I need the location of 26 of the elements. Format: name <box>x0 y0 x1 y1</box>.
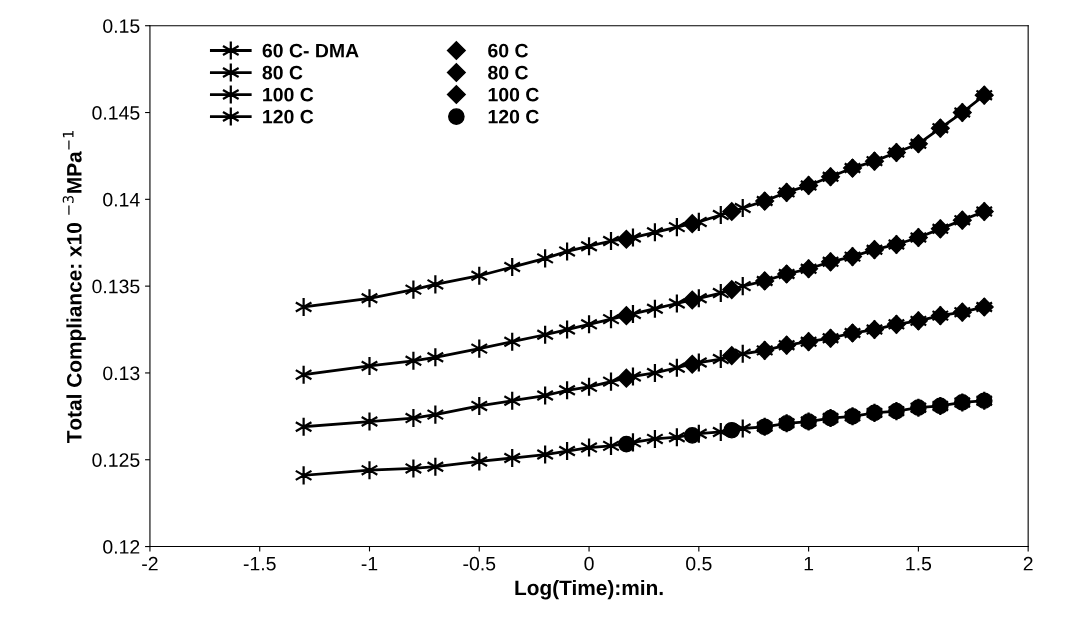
legend-label: 120 C <box>263 109 314 124</box>
y-tick-label: 0.13 <box>103 366 140 381</box>
x-tick-label: -0.5 <box>463 556 496 571</box>
x-tick-label: -1.5 <box>243 556 276 571</box>
x-tick-label: -2 <box>142 556 158 571</box>
legend-label: 100 C <box>488 87 539 102</box>
x-tick-label: 0 <box>584 556 594 571</box>
legend-label: 60 C- DMA <box>262 43 359 58</box>
y-tick-label: 0.15 <box>103 19 140 33</box>
legend-label: 120 C <box>488 109 539 124</box>
x-tick-label: 0.5 <box>686 556 712 571</box>
x-tick-label: 1 <box>804 556 814 571</box>
legend-label: 80 C <box>262 65 303 80</box>
x-tick-label: -1 <box>361 556 378 571</box>
legend-label: 100 C <box>263 87 314 102</box>
legend-label: 60 C <box>488 43 529 58</box>
x-axis-title: Log(Time):min. <box>515 579 663 600</box>
y-axis-title: Total Compliance: x10 $^{−3}$MPa$^{−1}$ <box>62 130 86 444</box>
legend-label: 80 C <box>488 65 529 80</box>
y-tick-label: 0.125 <box>92 453 140 467</box>
x-tick-label: 2 <box>1023 556 1033 571</box>
y-tick-label: 0.14 <box>103 192 140 207</box>
y-tick-label: 0.135 <box>92 279 140 294</box>
y-tick-label: 0.145 <box>92 105 140 120</box>
x-tick-label: 1.5 <box>906 556 932 571</box>
y-tick-label: 0.12 <box>103 540 140 554</box>
